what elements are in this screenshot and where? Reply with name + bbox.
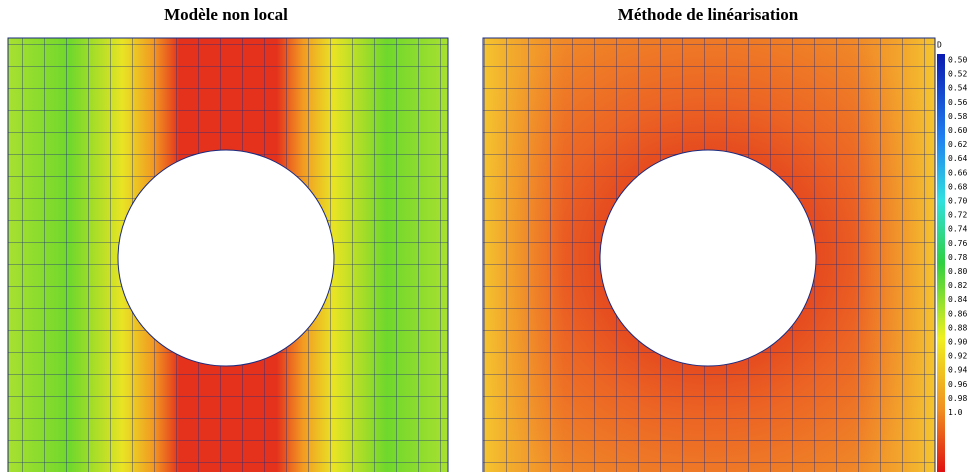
colorbar-label: 0.80 [948,267,967,276]
colorbar-label: 0.90 [948,338,967,347]
colorbar-title: D [937,41,942,50]
colorbar-label: 0.64 [948,154,967,163]
colorbar [937,54,945,472]
colorbar-label: 0.82 [948,281,967,290]
colorbar-label: 0.54 [948,84,967,93]
colorbar-label: 0.84 [948,295,967,304]
colorbar-label: 0.68 [948,182,967,191]
colorbar-label: 1.0 [948,408,963,417]
colorbar-label: 0.56 [948,98,967,107]
colorbar-label: 0.94 [948,366,967,375]
right-field [482,37,936,472]
colorbar-label: 0.70 [948,197,967,206]
panel-title: Méthode de linéarisation [618,5,799,24]
colorbar-label: 0.60 [948,126,967,135]
colorbar-label: 0.66 [948,168,967,177]
colorbar-label: 0.88 [948,323,967,332]
colorbar-label: 0.76 [948,239,967,248]
panel-title: Modèle non local [164,5,288,24]
colorbar-label: 0.50 [948,56,967,65]
colorbar-label: 0.96 [948,380,967,389]
left-field [7,37,449,472]
colorbar-label: 0.72 [948,211,967,220]
colorbar-label: 0.62 [948,140,967,149]
colorbar-labels: 0.50 0.52 0.54 0.56 0.58 0.60 0.62 0.64 0.66 0.68… [948,56,967,418]
colorbar-label: 0.98 [948,394,967,403]
colorbar-label: 0.52 [948,70,967,79]
colorbar-label: 0.92 [948,352,967,361]
colorbar-label: 0.78 [948,253,967,262]
colorbar-label: 0.86 [948,309,967,318]
colorbar-label: 0.58 [948,112,967,121]
colorbar-label: 0.74 [948,225,967,234]
